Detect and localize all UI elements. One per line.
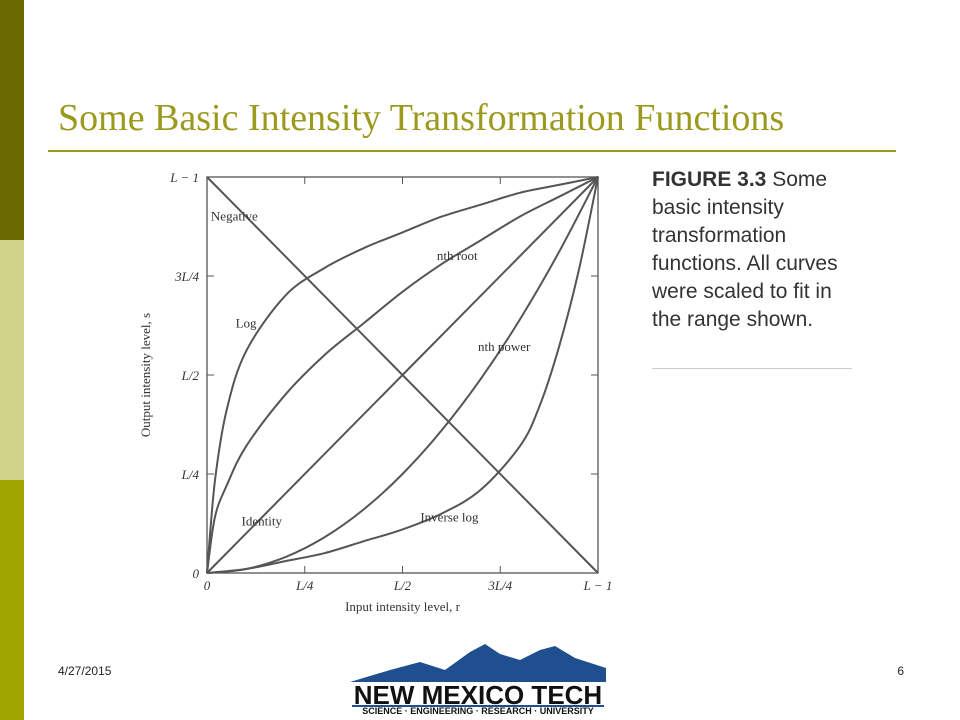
figure-number: FIGURE 3.3 [652, 168, 767, 191]
series-nth-power-label: nth power [478, 339, 531, 354]
accent-band-top [0, 0, 24, 240]
y-tick-label: 0 [193, 566, 200, 581]
figure-caption: FIGURE 3.3 Some basic intensity transfor… [652, 166, 857, 334]
series-log-line [206, 176, 599, 574]
slide-page-number: 6 [897, 664, 904, 678]
x-axis-label: Input intensity level, r [345, 599, 460, 614]
y-tick-label: 3L/4 [174, 269, 199, 284]
series-identity-label: Identity [242, 513, 283, 528]
series-inverse-log-line [206, 176, 599, 574]
logo-tagline: SCIENCE · ENGINEERING · RESEARCH · UNIVE… [362, 706, 594, 716]
new-mexico-tech-logo: NEW MEXICO TECH SCIENCE · ENGINEERING · … [350, 640, 606, 720]
x-tick-label: L/2 [393, 578, 412, 593]
x-tick-label: 0 [204, 578, 211, 593]
y-axis-label: Output intensity level, s [138, 313, 153, 437]
chart-svg: 0 L/4 L/2 3L/4 L − 1 0 L/4 L/2 3L/4 L − 1 Input in… [138, 170, 613, 614]
accent-band-middle [0, 240, 24, 480]
x-tick-label: L − 1 [583, 578, 613, 593]
series-nth-root-line [206, 176, 599, 574]
y-tick-label: L/2 [181, 368, 200, 383]
y-tick-label: L/4 [181, 467, 200, 482]
mountains-icon [350, 644, 606, 682]
series-nth-root-label: nth root [437, 248, 478, 263]
logo-tagline-bar [352, 705, 604, 719]
slide-title: Some Basic Intensity Transformation Func… [58, 97, 785, 139]
x-tick-label: L/4 [295, 578, 314, 593]
x-tick-label: 3L/4 [487, 578, 512, 593]
series-negative-label: Negative [211, 209, 258, 224]
caption-text: Some basic intensity transformation func… [652, 168, 838, 331]
series-nth-power-line [206, 176, 599, 574]
y-tick-label: L − 1 [169, 170, 199, 185]
series-identity-line [206, 176, 599, 574]
accent-band-bottom [0, 480, 24, 720]
caption-rule [652, 368, 852, 369]
title-rule [48, 150, 896, 152]
slide-date: 4/27/2015 [58, 664, 112, 678]
transformation-chart: 0 L/4 L/2 3L/4 L − 1 0 L/4 L/2 3L/4 L − 1 Input in… [134, 160, 622, 618]
series-inverse-log-label: Inverse log [420, 510, 479, 525]
series-log-label: Log [236, 315, 257, 330]
